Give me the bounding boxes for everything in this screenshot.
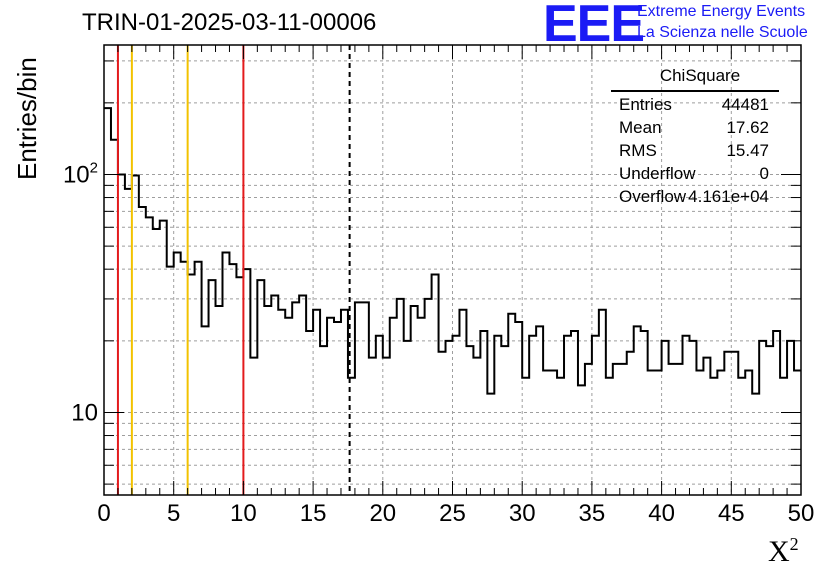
x-tick-label: 25: [439, 500, 466, 527]
stats-row-mean: Mean 17.62: [611, 115, 779, 138]
eee-logo: EEE: [543, 0, 645, 53]
logo-line-2: La Scienza nelle Scuole: [637, 24, 808, 41]
stats-key: Mean: [619, 118, 662, 137]
histogram-series: [104, 107, 801, 395]
stats-value: 15.47: [726, 141, 769, 160]
stats-row-underflow: Underflow 0: [611, 161, 779, 184]
stats-value: 44481: [721, 95, 769, 114]
stats-title: ChiSquare: [611, 66, 779, 92]
y-tick-label: 10: [71, 399, 98, 426]
stats-row-entries: Entries 44481: [611, 92, 779, 115]
stats-key: Underflow: [619, 164, 696, 183]
y-axis-label: Entries/bin: [12, 57, 42, 180]
x-tick-label: 35: [579, 500, 606, 527]
stats-key: RMS: [619, 141, 657, 160]
x-tick-label: 10: [230, 500, 257, 527]
stats-value: 0: [759, 164, 769, 183]
logo-line-1: Extreme Energy Events: [637, 3, 806, 20]
x-tick-label: 0: [97, 500, 110, 527]
stats-box: ChiSquare Entries 44481 Mean 17.62 RMS 1…: [611, 66, 779, 207]
x-axis-label: X2: [768, 534, 799, 568]
x-tick-label: 30: [509, 500, 536, 527]
chart-title: TRIN-01-2025-03-11-00006: [82, 9, 377, 36]
x-tick-label: 50: [788, 500, 815, 527]
stats-row-overflow: Overflow 4.161e+04: [611, 184, 779, 207]
stats-row-rms: RMS 15.47: [611, 138, 779, 161]
x-tick-label: 5: [167, 500, 180, 527]
stats-value: 4.161e+04: [688, 187, 769, 206]
x-tick-label: 20: [369, 500, 396, 527]
x-tick-label: 40: [648, 500, 675, 527]
x-tick-label: 15: [300, 500, 327, 527]
stats-key: Overflow: [619, 187, 687, 206]
y-tick-label: 102: [63, 159, 98, 188]
stats-value: 17.62: [726, 118, 769, 137]
x-tick-label: 45: [718, 500, 745, 527]
stats-key: Entries: [619, 95, 672, 114]
